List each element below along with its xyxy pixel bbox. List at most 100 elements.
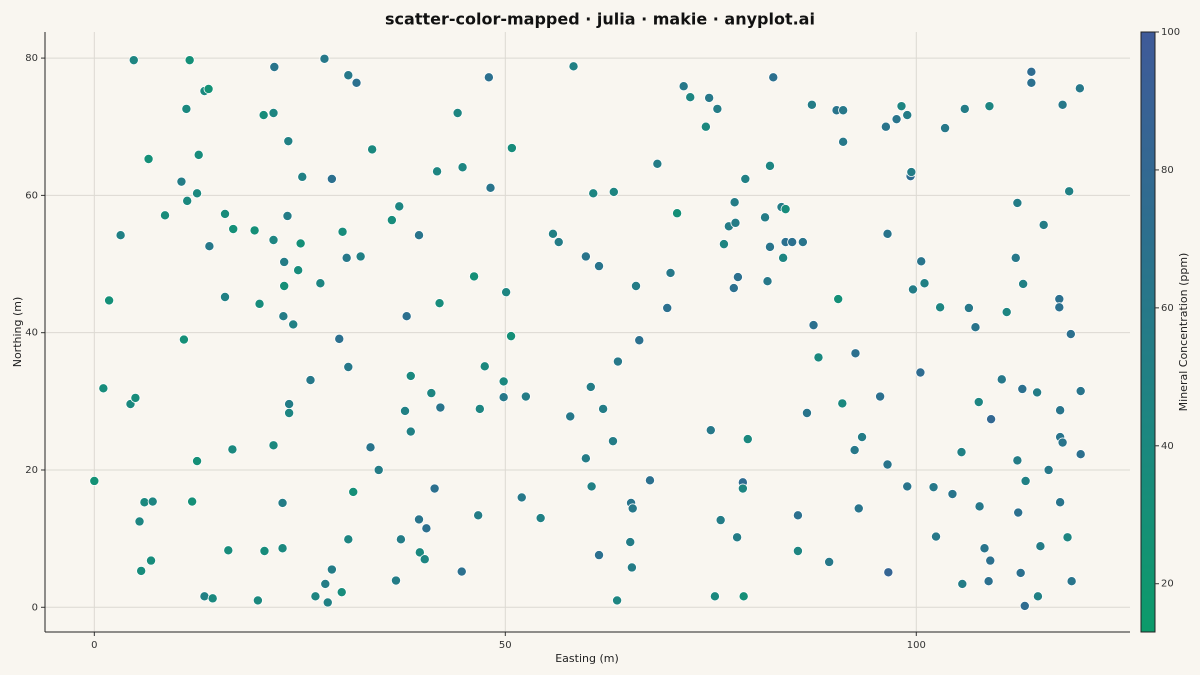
point	[1062, 532, 1073, 543]
point	[297, 171, 308, 182]
point	[413, 230, 424, 241]
point	[718, 239, 729, 250]
point	[128, 55, 139, 66]
point	[483, 72, 494, 83]
point	[685, 92, 696, 103]
point	[259, 545, 270, 556]
colorbar-label: Mineral Concentration (ppm)	[1177, 253, 1190, 412]
point	[277, 497, 288, 508]
point	[1020, 475, 1031, 486]
point	[498, 392, 509, 403]
point	[630, 281, 641, 292]
point	[1064, 186, 1075, 197]
point	[931, 531, 942, 542]
point	[193, 149, 204, 160]
point	[598, 403, 609, 414]
point	[634, 335, 645, 346]
point	[176, 176, 187, 187]
point	[485, 182, 496, 193]
point	[553, 237, 564, 248]
point	[588, 188, 599, 199]
point	[192, 456, 203, 467]
x-axis-label: Easting (m)	[555, 652, 619, 665]
point	[501, 287, 512, 298]
point	[935, 302, 946, 313]
point	[457, 162, 468, 173]
point	[1013, 507, 1024, 518]
point	[957, 578, 968, 589]
point	[662, 302, 673, 313]
point	[1017, 383, 1028, 394]
point	[1001, 307, 1012, 318]
point	[824, 556, 835, 567]
x-tick-label: 0	[91, 640, 97, 651]
point	[768, 72, 779, 83]
point	[283, 136, 294, 147]
point	[857, 432, 868, 443]
point	[940, 123, 951, 134]
point	[919, 278, 930, 289]
point	[1015, 567, 1026, 578]
point	[837, 398, 848, 409]
point	[305, 375, 316, 386]
point	[704, 92, 715, 103]
point	[880, 121, 891, 132]
point	[520, 391, 531, 402]
point	[732, 532, 743, 543]
point	[184, 55, 195, 66]
point	[778, 252, 789, 263]
point	[421, 523, 432, 534]
point	[326, 173, 337, 184]
colorbar-tick-label: 100	[1161, 27, 1180, 38]
point	[678, 81, 689, 92]
point	[284, 408, 295, 419]
point	[915, 367, 926, 378]
point	[612, 595, 623, 606]
point	[315, 278, 326, 289]
point	[627, 503, 638, 514]
point	[456, 566, 467, 577]
point	[390, 575, 401, 586]
point	[386, 215, 397, 226]
point	[908, 284, 919, 295]
point	[700, 121, 711, 132]
point	[498, 376, 509, 387]
point	[181, 103, 192, 114]
point	[288, 319, 299, 330]
point	[220, 291, 231, 302]
point	[902, 110, 913, 121]
point	[712, 103, 723, 114]
point	[760, 212, 771, 223]
point	[1057, 99, 1068, 110]
point	[474, 403, 485, 414]
point	[351, 77, 362, 88]
point	[419, 554, 430, 565]
point	[568, 61, 579, 72]
y-tick-label: 0	[32, 602, 38, 613]
point	[279, 256, 290, 267]
point	[1055, 405, 1066, 416]
point	[594, 550, 605, 561]
point	[709, 591, 720, 602]
point	[293, 265, 304, 276]
point	[586, 481, 597, 492]
x-tick-label: 100	[907, 640, 926, 651]
point	[547, 228, 558, 239]
point	[652, 158, 663, 169]
point	[279, 281, 290, 292]
point	[516, 492, 527, 503]
point	[348, 486, 359, 497]
point	[764, 241, 775, 252]
point	[1055, 497, 1066, 508]
point	[115, 230, 126, 241]
point	[367, 144, 378, 155]
point	[672, 208, 683, 219]
point	[365, 442, 376, 453]
point	[738, 591, 749, 602]
point	[906, 167, 917, 178]
point	[849, 445, 860, 456]
point	[535, 513, 546, 524]
point	[1035, 541, 1046, 552]
point	[838, 105, 849, 116]
